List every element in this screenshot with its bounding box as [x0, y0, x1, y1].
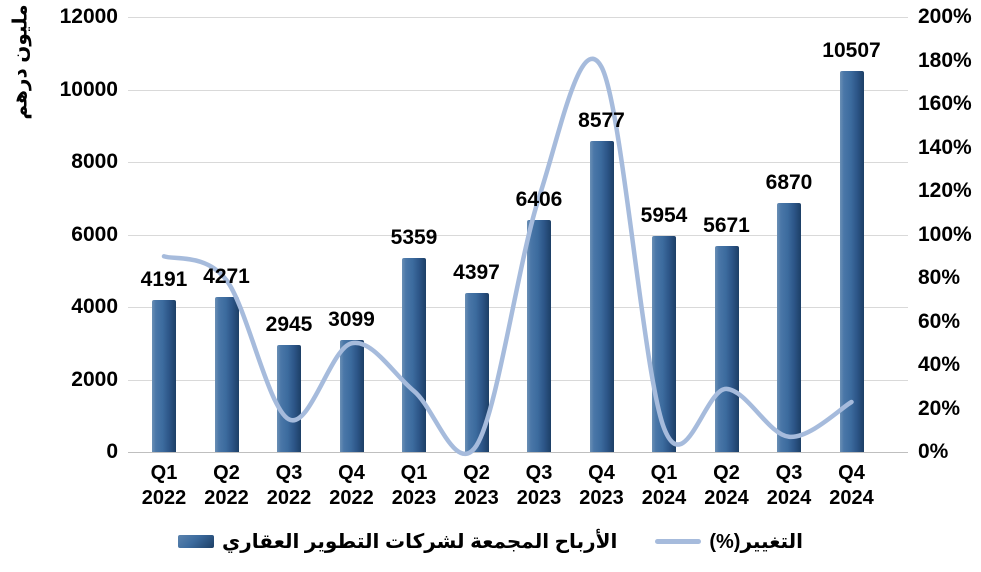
primary-y-tick-label: 8000 [71, 150, 118, 173]
bar-value-label: 6406 [515, 187, 563, 211]
x-axis-category-label: Q2 2022 [204, 462, 249, 509]
secondary-y-tick-label: 60% [918, 309, 961, 333]
bar [527, 219, 551, 452]
change-line [161, 56, 854, 457]
secondary-y-tick-label: 0% [918, 440, 949, 463]
primary-y-tick-label: 4000 [71, 295, 118, 318]
bar-value-label: 5954 [640, 204, 688, 228]
x-axis-category-label: Q1 2023 [391, 462, 437, 509]
legend: التغيير(%) الأرباح المجمعة لشركات التطوي… [0, 529, 981, 554]
secondary-y-tick-label: 140% [918, 135, 972, 159]
bar [589, 141, 614, 452]
bar-value-label: 4191 [140, 268, 188, 292]
bar [652, 236, 676, 452]
x-axis-category-label: Q4 2022 [329, 462, 374, 509]
gridline [128, 17, 908, 18]
secondary-y-tick-label: 180% [918, 48, 972, 72]
x-axis-category-label: Q3 2024 [766, 462, 812, 509]
bar-value-label: 8577 [578, 109, 625, 133]
bar-value-label: 6870 [765, 170, 813, 194]
line-swatch-icon [655, 539, 702, 544]
bar [777, 202, 801, 452]
bar [277, 345, 301, 452]
bar-value-label: 2945 [265, 313, 313, 337]
bar [152, 300, 176, 452]
gridline [128, 452, 908, 453]
gridline [128, 89, 908, 91]
bar [214, 297, 239, 452]
bar-value-label: 3099 [328, 307, 375, 331]
bar [339, 339, 364, 452]
x-axis-category-label: Q2 2024 [704, 462, 749, 509]
legend-item-profits: الأرباح المجمعة لشركات التطوير العقاري [177, 529, 618, 554]
primary-y-tick-label: 0 [106, 440, 118, 463]
bar-value-label: 4271 [203, 265, 250, 289]
gridline [128, 162, 908, 163]
bar-swatch-icon [177, 535, 214, 548]
primary-y-tick-label: 12000 [59, 5, 118, 28]
legend-change-label: التغيير(%) [709, 531, 804, 553]
bar [714, 246, 739, 452]
secondary-y-tick-label: 40% [918, 353, 961, 376]
x-axis-category-label: Q2 2023 [454, 462, 499, 509]
secondary-y-tick-label: 120% [918, 179, 972, 202]
x-axis-category-label: Q3 2023 [516, 462, 562, 509]
x-axis-category-label: Q4 2023 [579, 462, 624, 509]
secondary-y-tick-label: 160% [918, 92, 972, 115]
bar-value-label: 5359 [390, 225, 438, 249]
bar-value-label: 5671 [703, 214, 750, 238]
primary-y-tick-label: 10000 [59, 77, 118, 101]
bar-value-label: 4397 [453, 260, 500, 284]
legend-profits-label: الأرباح المجمعة لشركات التطوير العقاري [221, 531, 618, 553]
legend-item-change: التغيير(%) [655, 529, 803, 554]
x-axis-category-label: Q3 2022 [266, 462, 312, 509]
secondary-y-tick-label: 80% [918, 266, 961, 289]
bar [464, 292, 489, 452]
x-axis-category-label: Q4 2024 [829, 462, 874, 509]
x-axis-category-label: Q1 2024 [641, 462, 687, 509]
primary-y-tick-label: 2000 [71, 367, 118, 391]
primary-y-tick-label: 6000 [71, 222, 118, 246]
secondary-y-tick-label: 200% [918, 5, 972, 28]
bar [402, 257, 426, 452]
secondary-y-tick-label: 20% [918, 396, 961, 420]
bar-value-label: 10507 [822, 39, 881, 63]
secondary-y-tick-label: 100% [918, 222, 972, 246]
x-axis-category-label: Q1 2022 [141, 462, 187, 509]
bar [839, 71, 864, 452]
